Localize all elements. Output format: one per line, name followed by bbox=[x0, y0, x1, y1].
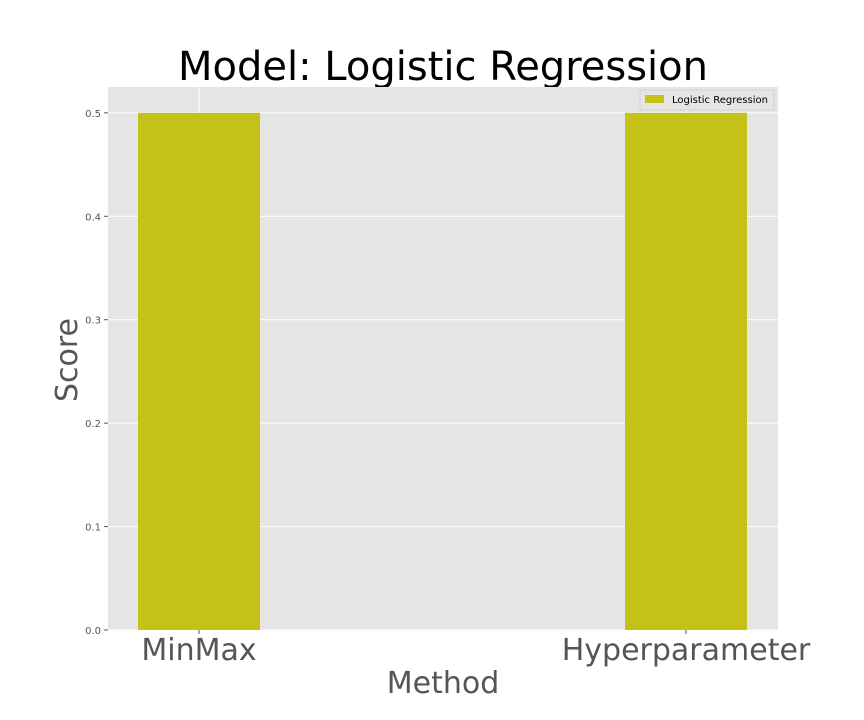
chart-title: Model: Logistic Regression bbox=[178, 44, 708, 90]
bar-minmax bbox=[138, 112, 260, 631]
legend: Logistic Regression bbox=[639, 89, 775, 111]
bar-hyperparameter bbox=[625, 112, 747, 631]
y-tick-label: 0.4 bbox=[85, 212, 101, 223]
y-tick-label: 0.0 bbox=[85, 626, 101, 637]
y-tick-label: 0.5 bbox=[85, 109, 101, 120]
legend-label: Logistic Regression bbox=[672, 95, 768, 106]
x-tick-label: MinMax bbox=[141, 633, 256, 668]
y-tick-label: 0.3 bbox=[85, 316, 101, 327]
legend-box bbox=[639, 89, 775, 111]
x-tick-label: Hyperparameter bbox=[562, 633, 811, 668]
x-axis-ticks: MinMax Hyperparameter bbox=[141, 630, 811, 668]
y-tick-label: 0.1 bbox=[85, 523, 101, 534]
bars bbox=[138, 112, 747, 631]
x-axis-label: Method bbox=[387, 666, 500, 701]
legend-swatch bbox=[645, 95, 664, 103]
y-axis-label: Score bbox=[50, 318, 85, 402]
y-tick-label: 0.2 bbox=[85, 419, 101, 430]
y-axis-ticks: 0.0 0.1 0.2 0.3 0.4 0.5 bbox=[85, 109, 108, 637]
